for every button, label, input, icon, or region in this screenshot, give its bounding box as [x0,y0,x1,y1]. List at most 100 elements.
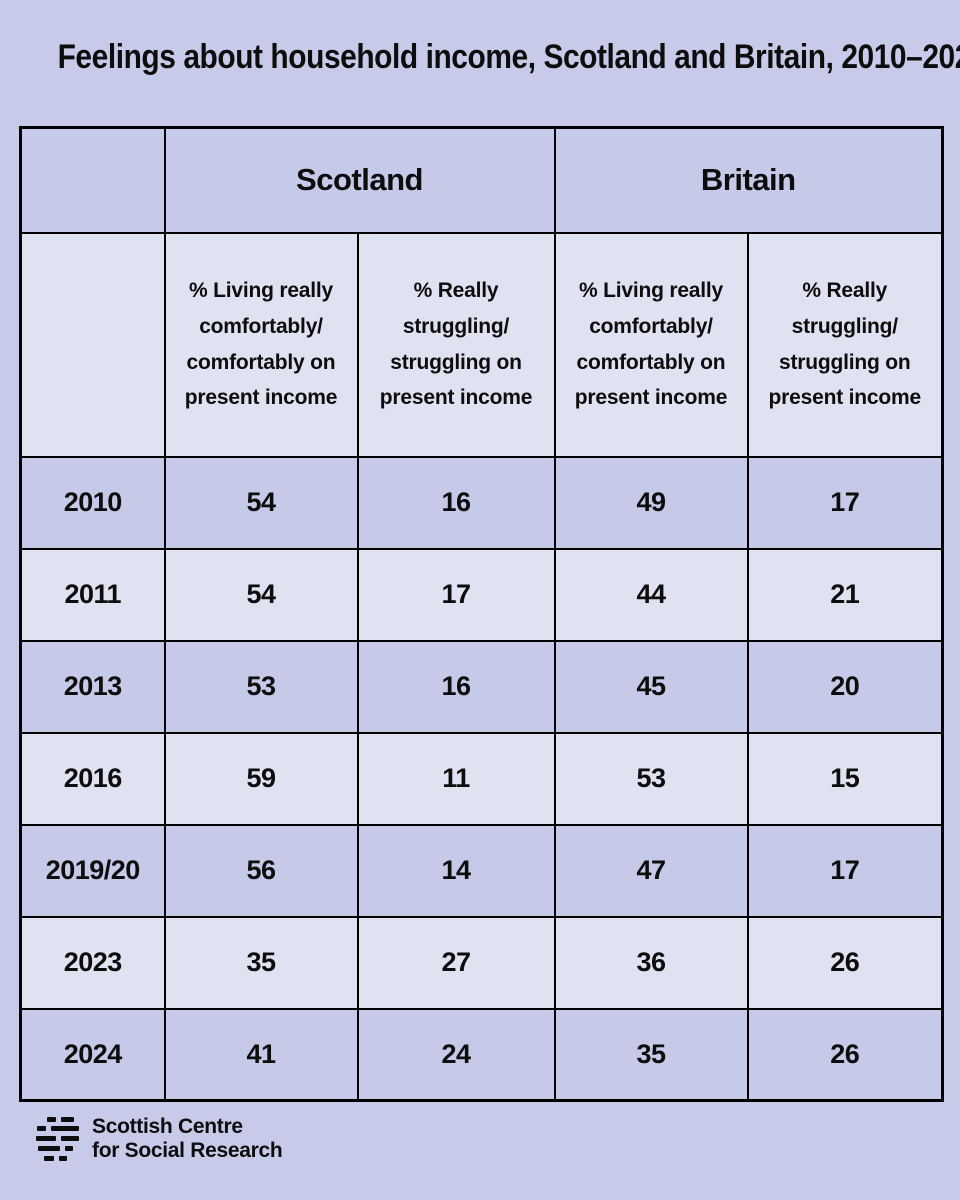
year-cell: 2011 [19,547,166,642]
value-label: 47 [636,855,666,885]
value-cell: 14 [356,823,556,918]
year-label: 2010 [63,487,123,517]
value-cell: 11 [356,731,556,826]
income-feelings-table: Scotland Britain % Living really comfort… [19,126,944,1102]
year-cell: 2013 [19,639,166,734]
year-cell: 2023 [19,915,166,1010]
value-cell: 54 [163,547,359,642]
value-cell: 27 [356,915,556,1010]
value-label: 24 [441,1038,471,1069]
value-cell: 49 [553,455,749,550]
scotcen-logo: Scottish Centre for Social Research [36,1115,283,1162]
table-row-2016: 2016 59 11 53 15 [19,731,944,826]
value-label: 59 [246,763,276,793]
value-cell: 24 [356,1007,556,1102]
year-cell: 2016 [19,731,166,826]
logo-line-1: Scottish Centre [92,1115,243,1138]
logo-line-2: for Social Research [92,1138,283,1162]
value-label: 54 [246,579,276,609]
subheader-text: % Really struggling/ struggling on prese… [768,279,922,410]
year-label: 2024 [63,1038,123,1069]
year-label: 2023 [63,947,123,977]
corner-empty-cell [19,126,166,234]
scotcen-dashes-icon [36,1116,82,1162]
table-row-2024: 2024 41 24 35 26 [19,1007,944,1102]
value-cell: 56 [163,823,359,918]
table-row-2023: 2023 35 27 36 26 [19,915,944,1010]
value-label: 35 [246,947,276,977]
value-label: 26 [830,1038,860,1069]
value-cell: 26 [746,1007,944,1102]
table-row-2011: 2011 54 17 44 21 [19,547,944,642]
subheader-text: % Really struggling/ struggling on prese… [379,279,533,410]
value-label: 17 [830,855,860,885]
year-cell: 2010 [19,455,166,550]
value-label: 11 [442,763,470,793]
table-row-2013: 2013 53 16 45 20 [19,639,944,734]
value-label: 27 [441,947,471,977]
value-label: 53 [636,763,666,793]
subheader-scotland-comfortable: % Living really comfortably/ comfortably… [163,231,359,458]
value-cell: 53 [553,731,749,826]
value-cell: 20 [746,639,944,734]
year-label: 2016 [63,763,123,793]
value-cell: 15 [746,731,944,826]
sub-header-row: % Living really comfortably/ comfortably… [19,231,944,458]
value-label: 36 [636,947,666,977]
value-label: 53 [246,671,276,701]
scotcen-logo-text: Scottish Centre for Social Research [92,1115,283,1162]
value-label: 14 [441,855,471,885]
value-cell: 41 [163,1007,359,1102]
subheader-text: % Living really comfortably/ comfortably… [574,279,728,410]
value-cell: 44 [553,547,749,642]
subheader-text: % Living really comfortably/ comfortably… [184,279,338,410]
year-label: 2013 [63,671,123,701]
value-label: 44 [636,579,666,609]
column-group-header-row: Scotland Britain [19,126,944,234]
value-label: 41 [246,1038,276,1069]
value-label: 20 [830,671,860,701]
subheader-scotland-struggling: % Really struggling/ struggling on prese… [356,231,556,458]
column-group-britain: Britain [553,126,944,234]
value-label: 17 [830,487,860,517]
value-label: 49 [636,487,666,517]
value-cell: 35 [553,1007,749,1102]
table-row-2019-20: 2019/20 56 14 47 17 [19,823,944,918]
subheader-britain-struggling: % Really struggling/ struggling on prese… [746,231,944,458]
value-cell: 35 [163,915,359,1010]
britain-label: Britain [700,162,796,198]
year-label: 2019/20 [45,855,141,885]
value-cell: 17 [746,455,944,550]
value-cell: 59 [163,731,359,826]
page-title: Feelings about household income, Scotlan… [57,38,960,76]
value-label: 21 [830,579,860,609]
subheader-empty-cell [19,231,166,458]
table-row-2010: 2010 54 16 49 17 [19,455,944,550]
value-label: 26 [830,947,860,977]
value-label: 17 [441,579,471,609]
subheader-britain-comfortable: % Living really comfortably/ comfortably… [553,231,749,458]
column-group-scotland: Scotland [163,126,556,234]
year-cell: 2019/20 [19,823,166,918]
value-cell: 16 [356,639,556,734]
scotland-label: Scotland [296,162,423,198]
year-cell: 2024 [19,1007,166,1102]
value-label: 56 [246,855,276,885]
value-cell: 21 [746,547,944,642]
value-label: 16 [441,671,471,701]
value-cell: 47 [553,823,749,918]
value-cell: 17 [746,823,944,918]
value-label: 15 [830,763,860,793]
year-label: 2011 [64,579,122,609]
value-label: 54 [246,487,276,517]
value-cell: 26 [746,915,944,1010]
value-cell: 54 [163,455,359,550]
value-cell: 17 [356,547,556,642]
value-label: 45 [636,671,666,701]
value-cell: 36 [553,915,749,1010]
value-label: 35 [636,1038,666,1069]
value-cell: 16 [356,455,556,550]
value-cell: 45 [553,639,749,734]
value-label: 16 [441,487,471,517]
value-cell: 53 [163,639,359,734]
